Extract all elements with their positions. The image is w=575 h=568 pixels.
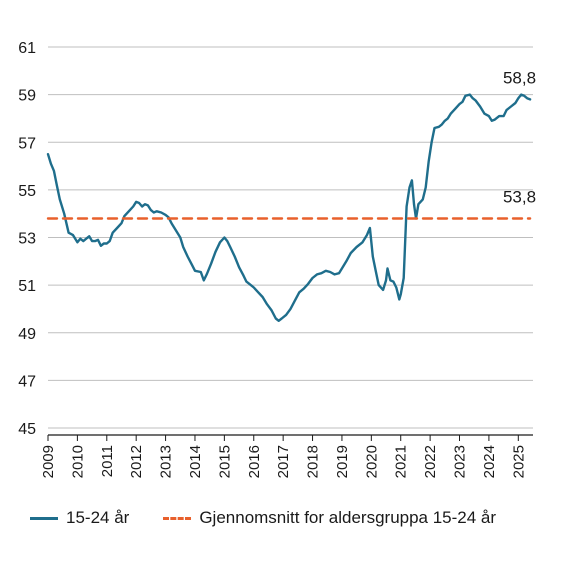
y-tick-label-47: 47	[18, 373, 36, 390]
x-tick-label-2018: 2018	[305, 445, 322, 478]
legend-swatch-dashed	[163, 516, 192, 520]
y-tick-label-59: 59	[18, 88, 36, 105]
legend-label-series: 15-24 år	[66, 508, 130, 527]
x-tick-label-2010: 2010	[69, 445, 86, 478]
x-tick-label-2011: 2011	[99, 445, 116, 477]
y-tick-label-45: 45	[18, 421, 36, 438]
x-tick-label-2009: 2009	[40, 445, 57, 478]
y-tick-label-49: 49	[18, 326, 36, 343]
x-tick-label-2015: 2015	[216, 445, 233, 478]
x-tick-label-2013: 2013	[158, 445, 175, 478]
x-tick-label-2016: 2016	[246, 445, 263, 478]
x-tick-label-2020: 2020	[363, 445, 380, 478]
legend: 15-24 år Gjennomsnitt for aldersgruppa 1…	[30, 508, 530, 528]
x-tick-label-2024: 2024	[481, 445, 498, 478]
y-tick-label-53: 53	[18, 231, 36, 248]
x-tick-label-2021: 2021	[393, 445, 410, 478]
end-labels: 58,8 53,8	[503, 68, 536, 206]
legend-swatch-solid	[30, 516, 58, 520]
grid-lines	[48, 46, 533, 429]
x-tick-label-2022: 2022	[422, 445, 439, 478]
series-layer	[46, 93, 532, 322]
data-label-series-end: 58,8	[503, 68, 536, 87]
x-tick-label-2014: 2014	[187, 445, 204, 478]
legend-label-average: Gjennomsnitt for aldersgruppa 15-24 år	[199, 508, 497, 527]
y-tick-label-61: 61	[18, 40, 36, 57]
x-tick-label-2025: 2025	[510, 445, 527, 478]
x-tick-label-2023: 2023	[452, 445, 469, 478]
y-tick-label-57: 57	[18, 135, 36, 152]
legend-item-average: Gjennomsnitt for aldersgruppa 15-24 år	[163, 508, 496, 528]
x-tick-label-2012: 2012	[128, 445, 145, 478]
y-tick-label-55: 55	[18, 183, 36, 200]
x-axis: 2009 2010 2011 2012 2013 2014 2015 2016 2017 2018…	[40, 434, 533, 478]
y-tick-label-51: 51	[18, 278, 36, 295]
x-tick-label-2019: 2019	[334, 445, 351, 478]
y-axis-ticks: 45 47 49 51 53 55 57 59 61	[18, 40, 36, 438]
x-tick-label-2017: 2017	[275, 445, 292, 478]
data-label-average-end: 53,8	[503, 187, 536, 206]
series-line-15-24	[46, 93, 532, 322]
legend-item-series: 15-24 år	[30, 508, 129, 528]
